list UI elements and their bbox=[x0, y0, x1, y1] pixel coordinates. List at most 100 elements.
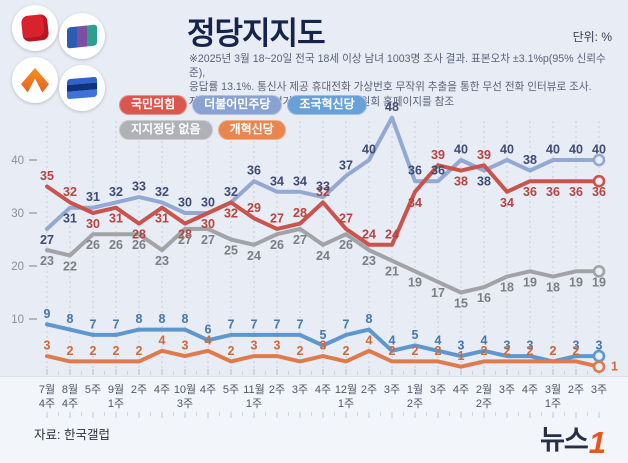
value-label: 5 bbox=[412, 328, 419, 342]
value-label: 36 bbox=[592, 185, 606, 199]
legend-item-kukmin: 국민의힘 bbox=[119, 95, 188, 115]
x-label-month: 2월 bbox=[476, 383, 492, 396]
value-label: 8 bbox=[182, 312, 189, 326]
x-label-week: 2주 bbox=[131, 384, 147, 396]
value-label: 2 bbox=[228, 344, 235, 358]
value-label: 3 bbox=[251, 339, 258, 353]
value-label: 38 bbox=[523, 153, 537, 167]
value-label: 27 bbox=[293, 233, 307, 247]
x-label-week: 3주 bbox=[177, 398, 193, 410]
value-label: 3 bbox=[320, 339, 327, 353]
x-label-month: 9월 bbox=[108, 383, 124, 396]
value-label: 30 bbox=[201, 217, 215, 231]
value-label: 40 bbox=[500, 143, 514, 157]
value-label: 40 bbox=[454, 143, 468, 157]
value-label: 24 bbox=[385, 227, 399, 241]
x-label-month: 8월 bbox=[62, 383, 78, 396]
series-labels-국민의힘: 35 32 30 31 28 31 28 30 32 29 27 28 32 27 24 24 34 39 38 39… bbox=[40, 148, 606, 242]
legend-item-choguk: 조국혁신당 bbox=[287, 95, 367, 115]
value-label: 25 bbox=[224, 244, 238, 258]
value-label: 28 bbox=[178, 228, 192, 242]
value-label: 34 bbox=[270, 174, 284, 188]
x-label-week: 4주 bbox=[522, 384, 538, 396]
value-label: 2 bbox=[435, 344, 442, 358]
value-label: 3 bbox=[458, 339, 465, 353]
value-label: 19 bbox=[408, 275, 422, 289]
legend-item-reform: 개혁신당 bbox=[217, 120, 286, 140]
value-label: 27 bbox=[270, 211, 284, 225]
value-label: 2 bbox=[504, 344, 511, 358]
x-label-month: 3월 bbox=[545, 383, 561, 396]
value-label: 3 bbox=[44, 339, 51, 353]
value-label: 2 bbox=[343, 344, 350, 358]
value-label: 26 bbox=[339, 238, 353, 252]
value-label: 32 bbox=[224, 185, 238, 199]
y-tick-label: 30 bbox=[11, 208, 24, 220]
value-label: 19 bbox=[592, 275, 606, 289]
value-label: 23 bbox=[362, 254, 376, 268]
value-label: 7 bbox=[297, 317, 304, 331]
value-label: 36 bbox=[408, 164, 422, 178]
value-label: 18 bbox=[546, 281, 560, 295]
value-label: 9 bbox=[44, 307, 51, 321]
value-label: 31 bbox=[86, 190, 100, 204]
value-label: 1 bbox=[611, 360, 618, 374]
press-logo: 뉴스 1 bbox=[540, 418, 606, 458]
value-label: 2 bbox=[481, 344, 488, 358]
value-label: 3 bbox=[274, 339, 281, 353]
value-label: 2 bbox=[297, 344, 304, 358]
value-label: 36 bbox=[431, 164, 445, 178]
value-label: 22 bbox=[63, 259, 77, 273]
x-label-month: 10월 bbox=[174, 383, 196, 396]
value-label: 8 bbox=[366, 312, 373, 326]
x-label-week: 1주 bbox=[108, 398, 124, 410]
value-label: 26 bbox=[86, 238, 100, 252]
unit-label: 단위: % bbox=[572, 30, 612, 44]
x-label-week: 2주 bbox=[361, 384, 377, 396]
value-label: 34 bbox=[500, 196, 514, 210]
series-end-marker bbox=[592, 174, 606, 188]
value-label: 3 bbox=[527, 339, 534, 353]
orange-chevron-party-logo-icon bbox=[12, 57, 58, 103]
value-label: 6 bbox=[205, 323, 212, 337]
x-label-week: 2주 bbox=[476, 398, 492, 410]
value-label: 1 bbox=[458, 349, 465, 363]
blue-flag-party-logo-icon bbox=[59, 65, 105, 111]
x-label-week: 3주 bbox=[292, 384, 308, 396]
x-label-week: 3주 bbox=[499, 384, 515, 396]
axis-footer-band bbox=[0, 376, 628, 463]
x-label-week: 4주 bbox=[200, 384, 216, 396]
value-label: 23 bbox=[40, 254, 54, 268]
x-label-week: 5주 bbox=[85, 384, 101, 396]
value-label: 4 bbox=[481, 333, 488, 347]
value-label: 33 bbox=[132, 180, 146, 194]
value-label: 32 bbox=[109, 185, 123, 199]
value-label: 30 bbox=[201, 196, 215, 210]
value-label: 4 bbox=[366, 333, 373, 347]
value-label: 28 bbox=[293, 206, 307, 220]
value-label: 7 bbox=[90, 317, 97, 331]
value-label: 40 bbox=[546, 143, 560, 157]
survey-note-line: 응답률 13.1%. 통신사 제공 휴대전화 가상번호 무작위 추출을 통한 무… bbox=[189, 81, 592, 94]
legend-item-no-party: 지지정당 없음 bbox=[119, 120, 213, 140]
value-label: 27 bbox=[178, 233, 192, 247]
value-label: 38 bbox=[477, 175, 491, 189]
red-cube-party-logo-icon bbox=[12, 5, 58, 51]
value-label: 39 bbox=[477, 148, 491, 162]
value-label: 36 bbox=[247, 164, 261, 178]
value-label: 19 bbox=[569, 275, 583, 289]
value-label: 2 bbox=[90, 344, 97, 358]
value-label: 2 bbox=[527, 344, 534, 358]
x-label-week: 1주 bbox=[338, 398, 354, 410]
value-label: 18 bbox=[500, 281, 514, 295]
value-label: 32 bbox=[224, 206, 238, 220]
x-label-week: 4주 bbox=[315, 384, 331, 396]
x-label-week: 1주 bbox=[545, 398, 561, 410]
y-tick-label: 20 bbox=[11, 261, 24, 273]
value-label: 15 bbox=[454, 297, 468, 311]
value-label: 3 bbox=[573, 339, 580, 353]
x-label-week: 4주 bbox=[39, 398, 55, 410]
value-label: 28 bbox=[132, 228, 146, 242]
